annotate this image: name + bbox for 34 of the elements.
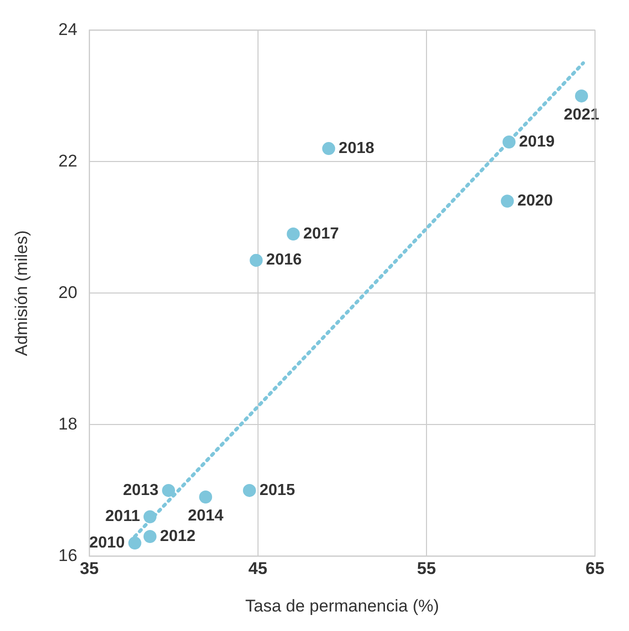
x-tick-label: 65 [586, 559, 604, 578]
annotation: 2011 [105, 508, 140, 526]
annotation: 2012 [160, 528, 196, 545]
y-tick-label: 16 [58, 546, 78, 565]
y-tick-label: 18 [58, 414, 78, 434]
annotation: 2014 [188, 507, 224, 524]
point [250, 254, 263, 267]
point [575, 89, 588, 102]
annotation: 2016 [266, 252, 302, 269]
y-tick-label: 22 [58, 151, 78, 170]
annotation: 2010 [89, 534, 125, 552]
point [242, 484, 256, 497]
annotation: 2017 [303, 225, 339, 242]
y-tick-label: 20 [58, 282, 78, 302]
point [128, 536, 142, 550]
annotation: 2013 [122, 482, 159, 499]
point [143, 510, 156, 524]
point [199, 490, 212, 504]
x-tick-label: 55 [416, 559, 436, 578]
y-axis-title: Admisión (miles) [12, 230, 31, 356]
annotation: 2015 [259, 482, 296, 499]
point [502, 135, 516, 148]
point [500, 194, 514, 208]
point [162, 484, 176, 497]
point [143, 530, 156, 543]
annotation: 2020 [517, 192, 554, 210]
y-tick-label: 24 [58, 20, 78, 39]
point [286, 228, 300, 241]
point [322, 142, 336, 156]
annotation: 2018 [338, 140, 374, 157]
x-tick-label: 35 [80, 559, 99, 578]
x-tick-label: 45 [248, 559, 268, 578]
annotation: 2019 [519, 133, 555, 150]
x-axis-title: Tasa de permanencia (%) [245, 596, 440, 616]
